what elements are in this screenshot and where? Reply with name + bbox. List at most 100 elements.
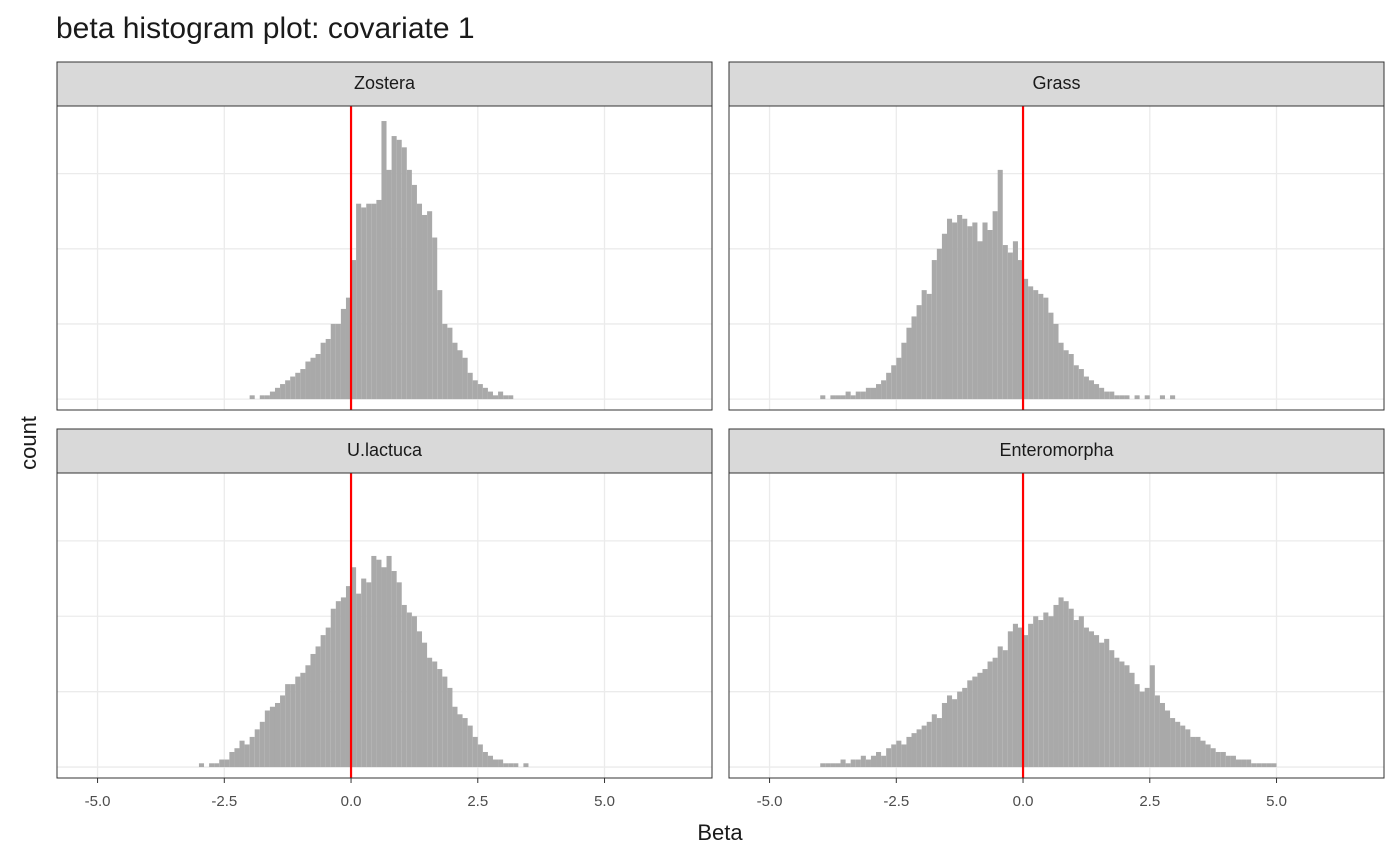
bar [987,230,993,400]
bar [452,342,458,400]
x-tick-label: 2.5 [467,793,488,810]
bar [305,361,311,400]
bar [1053,604,1059,768]
bar [477,744,483,768]
bar [219,759,225,768]
bar [865,759,871,768]
bar [886,748,892,768]
chart-title: beta histogram plot: covariate 1 [56,12,475,45]
bar [1159,395,1165,400]
bar [876,751,882,768]
bar [1048,616,1054,768]
bar [437,669,443,768]
bar [1007,252,1013,400]
bar [1164,710,1171,768]
bar [371,555,377,768]
bar [1063,601,1069,768]
bar [209,763,215,768]
bar [1028,623,1034,768]
bar [1058,342,1064,400]
bar [285,380,291,400]
bar [1139,691,1145,768]
bar [366,203,372,400]
bar [1109,650,1115,768]
bar [850,759,856,768]
bar [1038,620,1044,768]
bar [830,395,836,400]
bar [860,755,866,768]
bar [249,395,255,400]
bar [1235,759,1242,768]
bar [941,233,947,400]
bar [936,248,942,400]
bar [931,714,937,768]
x-tick-label: -2.5 [883,793,909,810]
bar [916,729,922,768]
bar [1195,736,1201,768]
bar [825,763,831,768]
bar [1205,744,1211,768]
bar [1078,369,1084,400]
bar [381,121,387,400]
panel-border [728,105,1385,411]
bar [921,290,927,400]
bar [1225,755,1231,768]
bar [1043,297,1049,400]
bar [1038,293,1044,400]
bar [946,695,953,768]
bar [356,593,362,768]
bar [881,755,887,768]
bar [1241,759,1247,768]
bar [1083,376,1089,400]
bar [482,751,488,768]
bar [906,327,912,400]
bar [891,365,897,400]
bar [881,380,887,400]
bar [1114,395,1120,400]
panel-border [56,472,713,779]
x-tick-label: 0.0 [1013,793,1034,810]
bar [234,748,240,768]
bar [264,395,270,400]
bar [340,597,346,768]
bar [1012,623,1018,768]
bar [498,759,504,768]
bar [820,395,826,400]
bar [1088,380,1095,400]
bar [264,710,270,768]
bar [1099,642,1105,768]
bar [356,203,362,400]
bar [254,729,260,768]
bar [214,763,220,768]
bar [962,687,968,768]
bar [416,203,423,400]
bar [305,665,311,768]
bar [523,763,529,768]
bar [345,586,352,768]
bar [320,635,326,768]
bar [361,207,367,400]
bar [957,691,963,768]
bar [285,684,291,768]
bar [1088,631,1095,768]
bar [870,755,877,768]
bar [1261,763,1267,768]
bar [300,672,306,768]
bar [1068,608,1074,768]
bar [992,211,998,400]
bar [391,136,397,400]
bar [259,395,265,400]
strip-label: Grass [1032,73,1080,93]
bar [330,608,336,768]
bar [386,169,392,400]
strip [728,61,1385,107]
strip-label: Enteromorpha [999,440,1114,460]
bar [310,357,316,400]
bar [320,342,326,400]
bar [351,260,357,400]
bar [244,744,250,768]
bar [987,661,993,768]
bar [1012,241,1018,400]
bar [361,578,367,768]
bar [391,571,397,768]
